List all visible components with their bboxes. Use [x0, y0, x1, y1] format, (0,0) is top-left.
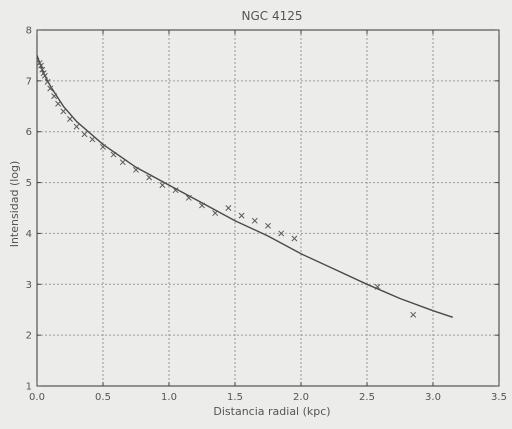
data-point [410, 311, 417, 318]
x-tick-label: 0.5 [95, 392, 111, 403]
data-point [100, 144, 106, 150]
data-point-stroke [410, 311, 417, 318]
data-point-stroke [38, 62, 44, 69]
grid-layer [37, 30, 499, 386]
data-point [110, 151, 117, 158]
tick-layer: 0.0 0.5 1.0 1.5 2.0 2.5 3.0 3.5 1 2 3 4 5 6 7 8 [26, 26, 507, 404]
data-point [199, 202, 205, 209]
data-point-stroke [374, 283, 381, 290]
chart-title: NGC 4125 [241, 9, 302, 23]
data-point [278, 230, 285, 237]
y-tick-label: 3 [26, 280, 32, 291]
data-point-stroke [238, 212, 245, 219]
data-point [73, 123, 80, 130]
y-tick-label: 5 [26, 178, 32, 189]
data-point-stroke [44, 78, 51, 85]
data-point-stroke [89, 136, 96, 143]
data-point-stroke [55, 100, 62, 107]
x-tick-label: 1.5 [227, 392, 243, 403]
fit-line-layer [36, 55, 454, 318]
data-point-stroke [172, 187, 179, 194]
data-point [44, 78, 51, 85]
marker-layer [36, 60, 417, 318]
data-point-stroke [41, 72, 48, 79]
data-point-stroke [100, 144, 106, 150]
data-point-stroke [146, 174, 153, 181]
data-point [146, 174, 153, 181]
data-point [67, 116, 73, 122]
data-point [291, 235, 298, 242]
x-tick-label: 0.0 [29, 392, 45, 403]
y-tick-label: 7 [26, 76, 32, 87]
data-point [212, 210, 219, 217]
data-point-stroke [119, 159, 126, 166]
data-point-stroke [73, 123, 80, 130]
data-point [51, 93, 58, 100]
data-point-stroke [67, 116, 73, 122]
y-tick-label: 4 [26, 229, 32, 240]
data-point-stroke [133, 166, 139, 173]
data-point-stroke [199, 202, 205, 209]
data-point-stroke [110, 151, 117, 158]
data-point-stroke [185, 194, 192, 201]
data-point [39, 66, 46, 73]
data-point [38, 62, 44, 69]
data-point-stroke [159, 182, 166, 189]
data-point-stroke [278, 230, 285, 237]
data-point [185, 194, 192, 201]
y-tick-label: 2 [26, 331, 32, 342]
y-tick-label: 1 [26, 382, 32, 393]
data-point [41, 72, 48, 79]
data-point [238, 212, 245, 219]
y-axis-label: Intensidad (log) [8, 161, 21, 248]
data-point-stroke [39, 66, 46, 73]
data-point [251, 217, 258, 224]
x-tick-label: 2.5 [359, 392, 375, 403]
x-tick-label: 2.0 [293, 392, 309, 403]
data-point [133, 166, 139, 173]
data-point-stroke [60, 108, 67, 115]
data-point [55, 100, 62, 107]
y-tick-label: 6 [26, 127, 32, 138]
data-point-stroke [51, 93, 58, 100]
data-point-stroke [40, 70, 47, 77]
data-point [119, 159, 126, 166]
data-point-stroke [81, 131, 88, 138]
data-point [60, 108, 67, 115]
x-axis-label: Distancia radial (kpc) [213, 405, 330, 418]
data-point-stroke [225, 205, 232, 211]
data-point [89, 136, 96, 143]
data-point-stroke [36, 60, 43, 67]
data-point-stroke [291, 235, 298, 242]
plot-area-frame [36, 29, 500, 387]
x-tick-label: 3.0 [425, 392, 441, 403]
data-point [172, 187, 179, 194]
fit-line [36, 55, 454, 318]
data-point-stroke [47, 85, 54, 92]
data-point [265, 222, 271, 229]
data-point-stroke [212, 210, 219, 217]
y-tick-label: 8 [26, 26, 32, 37]
x-tick-label: 3.5 [491, 392, 507, 403]
data-point-stroke [265, 222, 271, 229]
x-tick-label: 1.0 [161, 392, 177, 403]
data-point [159, 182, 166, 189]
data-point [225, 205, 232, 211]
data-point [374, 283, 381, 290]
data-point-stroke [251, 217, 258, 224]
data-point [47, 85, 54, 92]
data-point [81, 131, 88, 138]
